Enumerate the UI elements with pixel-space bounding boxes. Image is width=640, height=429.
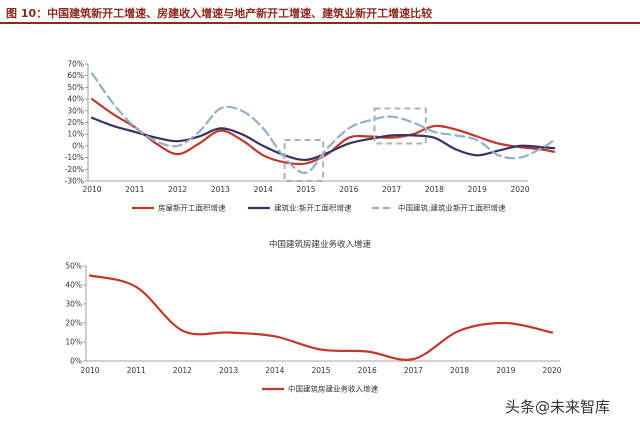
chart-top: 70% 60% 50% 40% 30% 20% 10% 0% -10% -20% -30%2010 2…	[65, 60, 556, 213]
x-tick-label: 2019	[496, 366, 515, 375]
series-line	[90, 116, 556, 162]
chart-bottom: 50% 40% 30% 20% 10% 0%2010 2011 2012 2013 2014 201…	[65, 239, 561, 394]
series-line	[90, 98, 556, 166]
x-tick-label: 2013	[219, 366, 238, 375]
y-tick-label: 30%	[67, 106, 84, 115]
y-tick-label: -20%	[65, 165, 84, 174]
y-tick-label: -10%	[65, 153, 84, 162]
highlight-box	[373, 107, 427, 145]
y-tick-label: 0%	[70, 357, 82, 366]
y-tick-label: 70%	[67, 60, 84, 69]
y-tick-label: 40%	[65, 281, 82, 290]
x-tick-label: 2011	[127, 366, 146, 375]
x-tick-label: 2016	[339, 185, 358, 194]
title-rule	[0, 22, 640, 24]
x-tick-label: 2010	[80, 366, 99, 375]
legend-label: 中国建筑房建业务收入增速	[288, 384, 378, 394]
x-tick-label: 2012	[168, 185, 187, 194]
chart-title: 中国建筑房建业务收入增速	[269, 239, 372, 250]
series-line	[90, 72, 556, 175]
y-tick-label: 40%	[67, 95, 84, 104]
x-tick-label: 2012	[173, 366, 192, 375]
x-tick-label: 2014	[254, 185, 273, 194]
y-tick-label: 50%	[65, 262, 82, 271]
x-tick-label: 2015	[296, 185, 315, 194]
watermark: 头条@未来智库	[505, 398, 610, 416]
x-tick-label: 2015	[311, 366, 330, 375]
legend-label: 建筑业:新开工面积增速	[274, 203, 352, 213]
y-tick-label: 30%	[65, 300, 82, 309]
x-tick-label: 2014	[265, 366, 284, 375]
x-tick-label: 2020	[542, 366, 561, 375]
y-tick-label: 20%	[67, 118, 84, 127]
y-tick-label: -30%	[65, 177, 84, 186]
y-tick-label: 10%	[67, 130, 84, 139]
y-tick-label: 60%	[67, 71, 84, 80]
y-tick-label: 50%	[67, 83, 84, 92]
x-tick-label: 2017	[382, 185, 401, 194]
x-tick-label: 2017	[404, 366, 423, 375]
legend-label: 房屋新开工面积增速	[158, 203, 226, 213]
y-tick-label: 20%	[65, 319, 82, 328]
x-tick-label: 2011	[125, 185, 144, 194]
series-line	[88, 274, 554, 361]
x-tick-label: 2019	[468, 185, 487, 194]
x-tick-label: 2020	[510, 185, 529, 194]
x-tick-label: 2018	[425, 185, 444, 194]
x-tick-label: 2018	[450, 366, 469, 375]
x-tick-label: 2010	[82, 185, 101, 194]
legend-label: 中国建筑:建筑业新开工面积增速	[398, 203, 506, 213]
x-tick-label: 2016	[358, 366, 377, 375]
figure-title: 图 10：中国建筑新开工增速、房建收入增速与地产新开工增速、建筑业新开工增速比较	[6, 7, 433, 20]
y-tick-label: 0%	[72, 141, 84, 150]
x-tick-label: 2013	[211, 185, 230, 194]
y-tick-label: 10%	[65, 338, 82, 347]
